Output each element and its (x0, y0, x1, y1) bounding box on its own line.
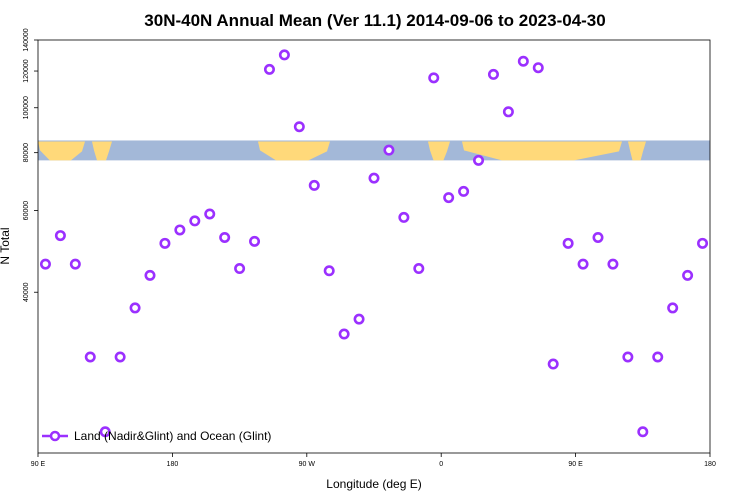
map-land-europe-africa (428, 141, 450, 161)
data-point (428, 72, 440, 84)
data-point (562, 237, 574, 249)
data-point (413, 263, 425, 275)
data-point (278, 49, 290, 61)
data-point (204, 208, 216, 220)
data-point (114, 351, 126, 363)
x-tick-label: 180 (704, 461, 716, 468)
data-point (338, 328, 350, 340)
data-point (39, 258, 51, 270)
data-point (144, 269, 156, 281)
chart-title: 30N-40N Annual Mean (Ver 11.1) 2014-09-0… (144, 11, 605, 30)
data-point (577, 258, 589, 270)
data-point (129, 302, 141, 314)
data-point (159, 237, 171, 249)
data-point (249, 235, 261, 247)
map-land-asia-west (38, 141, 85, 161)
map-land-africa-asia (462, 141, 622, 161)
x-tick-label: 0 (439, 461, 443, 468)
data-point (263, 63, 275, 75)
data-point (652, 351, 664, 363)
y-axis-ticks: 40000 60000 80000 100000 120000 140000 (23, 28, 38, 302)
data-point (54, 230, 66, 242)
map-land-asia-east (92, 141, 112, 161)
data-point (487, 68, 499, 80)
y-tick-label: 40000 (23, 282, 30, 302)
y-tick-label: 60000 (23, 201, 30, 221)
data-point (84, 351, 96, 363)
data-point (189, 215, 201, 227)
data-point (682, 269, 694, 281)
data-point (458, 185, 470, 197)
y-tick-label: 100000 (23, 96, 30, 119)
data-point (398, 211, 410, 223)
y-tick-label: 120000 (23, 59, 30, 82)
x-tick-label: 90 E (31, 461, 46, 468)
data-point (174, 224, 186, 236)
data-point (592, 231, 604, 243)
x-tick-label: 180 (167, 461, 179, 468)
data-point (547, 358, 559, 370)
data-point (69, 258, 81, 270)
data-point (99, 426, 111, 438)
legend: Land (Nadir&Glint) and Ocean (Glint) (42, 429, 271, 443)
y-axis-label: N Total (0, 227, 12, 264)
world-map-strip (38, 140, 710, 161)
data-point (667, 302, 679, 314)
data-points (39, 49, 709, 438)
y-tick-label: 80000 (23, 143, 30, 163)
y-tick-label: 140000 (23, 28, 30, 51)
map-land-asia-far-east (628, 141, 646, 161)
x-tick-label: 90 W (299, 461, 316, 468)
plot-frame (37, 39, 711, 454)
data-point (234, 263, 246, 275)
data-point (502, 106, 514, 118)
data-point (517, 55, 529, 67)
data-point (697, 237, 709, 249)
data-point (219, 231, 231, 243)
data-point (473, 154, 485, 166)
x-tick-label: 90 E (568, 461, 583, 468)
data-point (353, 313, 365, 325)
data-point (293, 121, 305, 133)
legend-label: Land (Nadir&Glint) and Ocean (Glint) (74, 429, 271, 443)
data-point (323, 265, 335, 277)
data-point (532, 62, 544, 74)
data-point (308, 179, 320, 191)
data-point (443, 192, 455, 204)
data-point (622, 351, 634, 363)
x-axis-ticks: 90 E 180 90 W 0 90 E 180 (31, 453, 716, 468)
data-point (607, 258, 619, 270)
x-axis-label: Longitude (deg E) (326, 477, 421, 491)
data-point (383, 144, 395, 156)
map-land-north-america (258, 141, 330, 161)
data-point (637, 426, 649, 438)
legend-marker (49, 430, 61, 442)
data-point (368, 172, 380, 184)
